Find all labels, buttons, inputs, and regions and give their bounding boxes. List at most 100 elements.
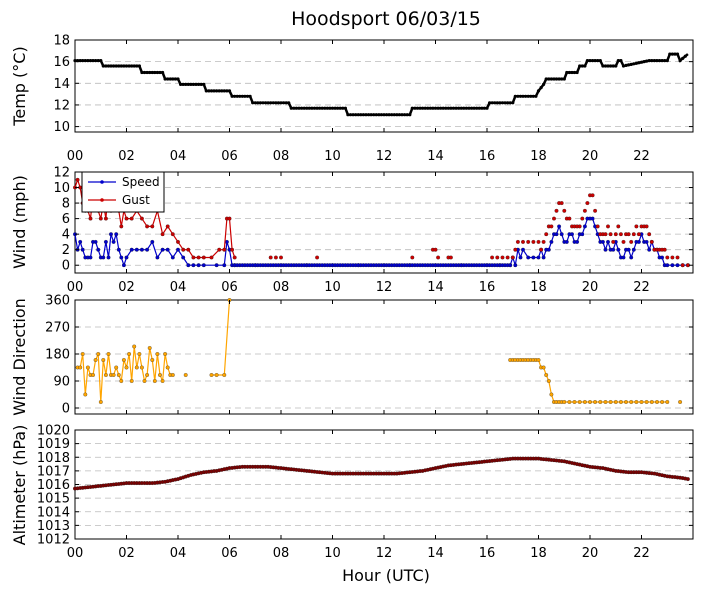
wind-gust-point [670, 255, 675, 260]
temp-series0-point [130, 64, 134, 68]
wind-speed-point [660, 255, 665, 260]
wind-gust-point [160, 232, 165, 237]
dir-series0-point [80, 352, 85, 356]
temp-xtick-label: 20 [582, 149, 599, 164]
temp-series0-point [338, 106, 342, 110]
dir-series0-point [541, 365, 546, 370]
wind-gust-point [103, 216, 108, 221]
temp-series0-point [601, 64, 605, 68]
temp-series0-point [459, 106, 463, 110]
wind-speed-point [554, 232, 559, 237]
dir-series0-point [214, 373, 219, 377]
temp-ytick-label: 12 [53, 98, 70, 113]
temp-series0-point [593, 59, 597, 63]
temp-series0-point [266, 101, 270, 105]
temp-series0-point [114, 64, 118, 68]
alt-xtick-label: 06 [221, 546, 238, 561]
temp-series0-point [585, 59, 590, 63]
temp-series0-point [670, 52, 675, 56]
dir-series0-point [577, 400, 582, 404]
temp-series0-point [611, 64, 615, 68]
temp-series0-point [503, 101, 507, 105]
wind-gust-point [606, 224, 610, 229]
wind-gust-point [536, 239, 541, 244]
temp-series0-point [305, 106, 309, 110]
temp-xtick-label: 06 [221, 149, 238, 164]
temp-series0-point [292, 106, 296, 110]
wind-gust-point [562, 208, 567, 213]
wind-gust-point [119, 224, 124, 229]
temp-series0-point [467, 106, 471, 110]
dir-series0-point [618, 400, 623, 404]
wind-gust-point [186, 247, 191, 252]
wind-speed-point [145, 247, 150, 252]
wind-speed-point [513, 263, 518, 268]
temp-series0-point [300, 106, 304, 110]
dir-series0-point [142, 379, 147, 383]
wind-gust-point [315, 255, 320, 260]
temp-series0-point [119, 64, 123, 68]
wind-xtick-label: 06 [221, 280, 238, 295]
temp-series0-point [377, 113, 381, 117]
temp-series0-point [173, 77, 177, 81]
temp-series0-point [485, 106, 489, 110]
wind-gust-point [649, 239, 654, 244]
wind-gust-point [554, 208, 559, 213]
alt-xtick-label: 20 [582, 546, 599, 561]
temp-series0-point [333, 106, 337, 110]
wind-speed-point [155, 255, 160, 260]
temp-series0-point [209, 89, 214, 93]
dir-ytick-label: 180 [45, 348, 70, 363]
wind-speed-point [644, 239, 649, 244]
temp-series0-point [256, 101, 260, 105]
wind-xtick-label: 20 [582, 280, 599, 295]
dir-series0-point [116, 373, 121, 377]
temp-series0-point [444, 106, 448, 110]
wind-gust-point [436, 255, 441, 260]
temp-series0-point [330, 106, 335, 110]
temp-series0-point [212, 89, 216, 93]
temp-series0-point [647, 59, 651, 63]
temp-series0-point [400, 113, 404, 117]
wind-gust-point [603, 232, 608, 237]
dir-ytick-label: 90 [53, 375, 70, 390]
dir-series0-point [546, 379, 551, 383]
wind-gust-point [201, 255, 206, 260]
temp-series0-point [462, 106, 466, 110]
temp-series0-point [596, 59, 600, 63]
temp-series0-point [591, 59, 595, 63]
wind-gust-point [647, 232, 652, 237]
temp-series0-point [184, 82, 188, 86]
temp-series0-point [423, 106, 427, 110]
wind-gust-point [170, 232, 175, 237]
temp-series0-point [315, 106, 319, 110]
temp-series0-point [557, 77, 561, 81]
wind-gust-point [613, 232, 618, 237]
direction-plot-frame [74, 299, 694, 415]
temp-series0-point [544, 77, 548, 81]
dir-series0-point [603, 400, 608, 404]
alt-ytick-label: 1019 [37, 437, 70, 452]
wind-gust-point [621, 239, 626, 244]
temp-series0-point [233, 94, 237, 98]
temp-series0-point [155, 70, 159, 75]
temp-series0-point [135, 64, 139, 68]
temp-series0-point [161, 70, 165, 75]
temp-series0-point [470, 106, 474, 110]
temp-series0-point [560, 77, 564, 81]
temp-series0-point [609, 64, 613, 68]
temp-series0-point [297, 106, 301, 110]
wind-speed-point [531, 255, 536, 260]
alt-series0-point [685, 477, 690, 482]
wind-gust-point [541, 239, 546, 244]
wind-speed-point [165, 247, 170, 252]
wind-gust-point [665, 255, 670, 260]
temp-series0-point [222, 89, 226, 93]
alt-xtick-label: 02 [118, 546, 135, 561]
temp-series0-point [508, 101, 512, 105]
alt-xtick-label: 00 [67, 546, 84, 561]
temp-series0-point [449, 106, 453, 110]
wind-speed-point [214, 263, 219, 268]
temp-series0-point [243, 94, 247, 98]
